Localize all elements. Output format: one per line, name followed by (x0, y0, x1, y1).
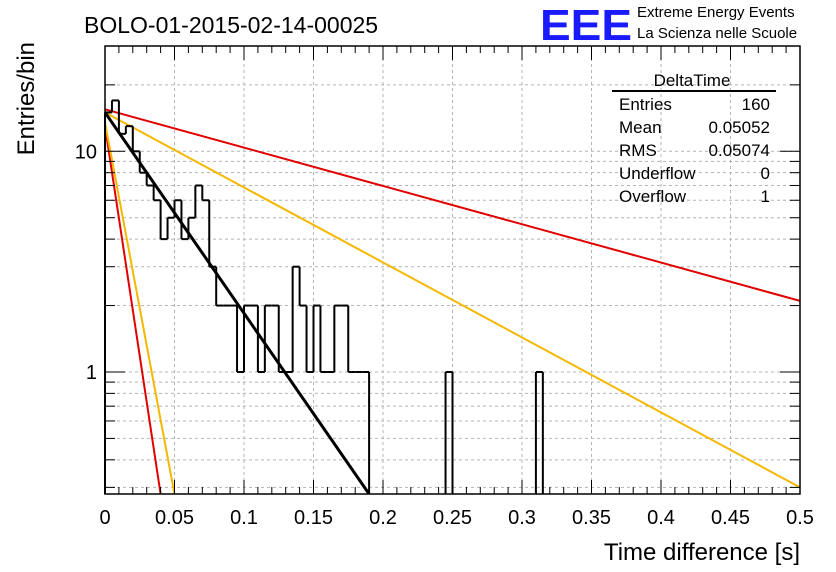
x-tick-label: 0.1 (230, 507, 258, 529)
x-tick-label: 0.4 (647, 507, 675, 529)
x-axis-label: Time difference [s] (604, 539, 800, 566)
y-tick-label: 1 (86, 362, 97, 384)
stats-box: DeltaTime Entries 160 Mean 0.05052 RMS 0.0507… (612, 71, 776, 206)
x-tick-label: 0.3 (508, 507, 536, 529)
grid-lines (105, 46, 800, 494)
x-tick-label: 0.15 (294, 507, 333, 529)
x-tick-label: 0.5 (786, 507, 814, 529)
x-tick-label: 0.05 (155, 507, 194, 529)
stats-row-value: 0.05074 (709, 141, 770, 160)
reference-curve (104, 111, 801, 489)
stats-row-value: 0 (761, 164, 770, 183)
y-axis-label: Entries/bin (13, 42, 40, 155)
exponential-fit (103, 111, 371, 495)
x-tick-label: 0.2 (369, 507, 397, 529)
eee-logo: EEE (540, 1, 632, 50)
stats-row-label: Mean (619, 118, 662, 137)
chart-title: BOLO-01-2015-02-14-00025 (84, 12, 378, 38)
stats-row-label: RMS (619, 141, 657, 160)
logo-subtitle-line1: Extreme Energy Events (637, 4, 795, 21)
stats-row-label: Entries (619, 95, 672, 114)
stats-row-label: Overflow (619, 187, 687, 206)
reference-curve (104, 122, 176, 495)
stats-name: DeltaTime (654, 71, 731, 90)
fit-curve (103, 111, 371, 495)
x-tick-label: 0 (99, 507, 110, 529)
stats-row-value: 0.05052 (709, 118, 770, 137)
x-tick-label: 0.25 (433, 507, 472, 529)
axes (104, 45, 801, 495)
x-tick-label: 0.45 (711, 507, 750, 529)
logo-subtitle-line2: La Scienza nelle Scuole (637, 25, 797, 42)
stats-row-label: Underflow (619, 164, 696, 183)
stats-row-value: 1 (761, 187, 770, 206)
reference-curves (104, 108, 801, 495)
histogram-series (104, 99, 544, 494)
y-tick-label: 10 (75, 141, 97, 163)
reference-curve (104, 108, 801, 302)
stats-row-value: 160 (742, 95, 770, 114)
stats-rows: Entries 160 Mean 0.05052 RMS 0.05074 Underflow… (619, 95, 770, 206)
x-tick-label: 0.35 (572, 507, 611, 529)
reference-curve (104, 126, 162, 495)
